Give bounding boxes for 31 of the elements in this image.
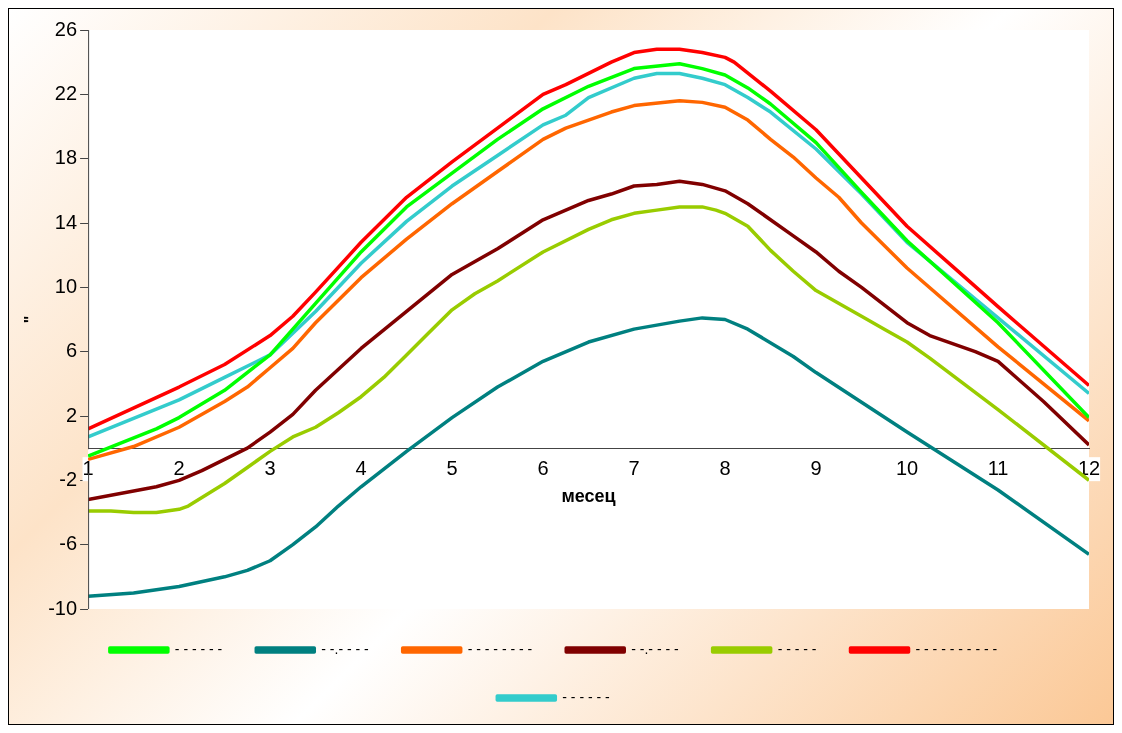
- x-tick-label: 3: [264, 456, 276, 479]
- y-tick-label: -6: [59, 532, 78, 555]
- legend-label: - - - - - -: [174, 640, 223, 657]
- legend-label: - - - - - -: [562, 688, 611, 705]
- legend-label: - -.- - - -: [321, 640, 370, 657]
- x-tick-label: 1: [82, 456, 94, 479]
- x-tick-label: 2: [173, 456, 185, 479]
- y-tick-label: 6: [65, 339, 78, 362]
- x-tick-label: 5: [446, 456, 458, 479]
- y-tick-label: 22: [54, 81, 78, 104]
- legend-label: - - - - -: [777, 640, 817, 657]
- y-tick-label: 18: [54, 146, 78, 169]
- x-tick-label: 11: [987, 456, 1009, 479]
- x-tick-label: 4: [355, 456, 367, 479]
- x-tick-label: 8: [719, 456, 731, 479]
- legend-label: - -.- - - -: [631, 640, 679, 657]
- y-tick-label: 14: [54, 210, 78, 233]
- x-tick-label: 9: [810, 456, 822, 479]
- x-axis-title: месец: [561, 485, 616, 506]
- x-tick-label: 10: [895, 456, 919, 479]
- legend-label: - - - - - - - - - -: [915, 640, 998, 657]
- y-tick-label: -2: [59, 467, 78, 490]
- y-tick-label: 10: [54, 274, 78, 297]
- x-tick-label: 12: [1077, 456, 1101, 479]
- y-axis-title: ": [22, 315, 40, 324]
- x-tick-label: 7: [628, 456, 640, 479]
- legend-label: - - - - - - - -: [467, 640, 533, 657]
- y-tick-label: 26: [54, 17, 78, 40]
- x-tick-label: 6: [537, 456, 549, 479]
- y-tick-label: 2: [65, 403, 78, 426]
- y-tick-label: -10: [48, 596, 78, 619]
